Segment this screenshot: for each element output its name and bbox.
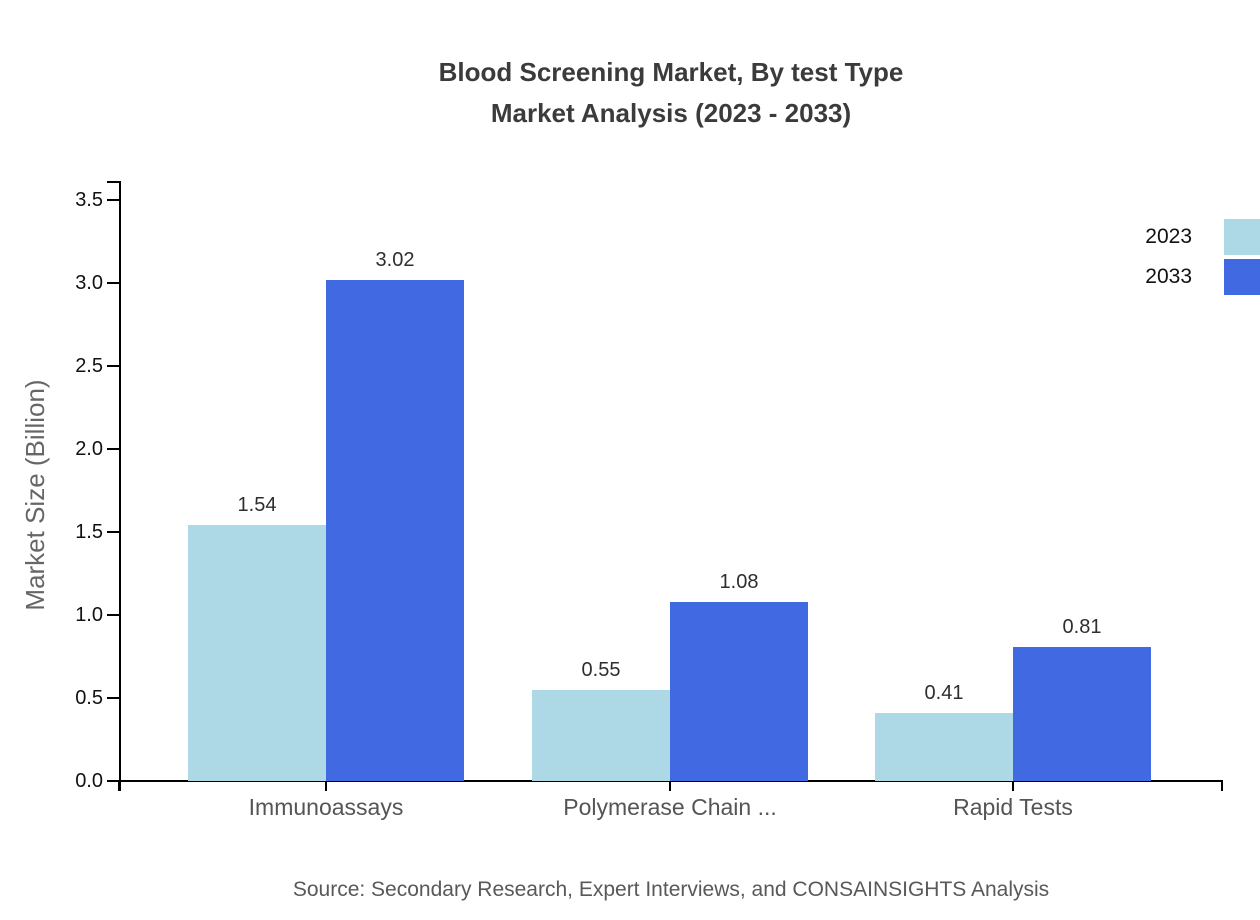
legend-label-2023: 2023 <box>1145 225 1192 248</box>
y-tick-mark <box>107 282 119 284</box>
bar-value-label: 0.81 <box>1062 616 1102 638</box>
x-tick-mark <box>325 782 327 791</box>
bar-value-label: 1.08 <box>719 571 759 593</box>
y-axis-line <box>119 181 121 791</box>
bar-2023-rapid-tests <box>875 713 1013 781</box>
y-tick-label: 0.5 <box>75 687 103 709</box>
legend-swatch-2023 <box>1224 219 1260 255</box>
chart-title: Blood Screening Market, By test Type Mar… <box>120 52 1222 134</box>
y-tick-label: 3.0 <box>75 272 103 294</box>
legend-label-2033: 2033 <box>1145 265 1192 288</box>
x-axis-line <box>119 780 1223 782</box>
y-tick-label: 1.5 <box>75 521 103 543</box>
legend-row-2023: 2023 <box>1145 219 1260 255</box>
y-tick-mark <box>107 199 119 201</box>
x-tick-mark <box>669 782 671 791</box>
source-text: Source: Secondary Research, Expert Inter… <box>292 878 1050 901</box>
bar-value-label: 0.55 <box>581 659 621 681</box>
y-tick-mark <box>107 780 119 782</box>
x-tick-mark <box>1012 782 1014 791</box>
x-tick-mark <box>118 782 120 791</box>
legend: 2023 2033 <box>1145 219 1260 299</box>
y-tick-mark <box>107 365 119 367</box>
bar-2023-immunoassays <box>188 525 326 781</box>
bar-value-label: 0.41 <box>924 682 964 704</box>
y-tick-label: 1.0 <box>75 604 103 626</box>
legend-row-2033: 2033 <box>1145 259 1260 295</box>
x-category-label: Immunoassays <box>248 794 404 820</box>
y-axis-end-tick <box>107 181 119 183</box>
x-tick-mark <box>1221 782 1223 791</box>
y-tick-label: 2.0 <box>75 438 103 460</box>
bar-2033-immunoassays <box>326 280 464 781</box>
y-tick-mark <box>107 614 119 616</box>
bar-2023-polymerase-chain- <box>532 690 670 781</box>
x-category-label: Rapid Tests <box>953 794 1073 820</box>
bar-2033-rapid-tests <box>1013 647 1151 781</box>
chart-title-line2: Market Analysis (2023 - 2033) <box>490 98 852 128</box>
x-category-label: Polymerase Chain ... <box>563 794 777 820</box>
bar-value-label: 3.02 <box>375 249 415 271</box>
bar-value-label: 1.54 <box>237 494 277 516</box>
y-tick-mark <box>107 448 119 450</box>
chart-title-line1: Blood Screening Market, By test Type <box>438 57 904 87</box>
y-tick-label: 0.0 <box>75 770 103 792</box>
y-tick-mark <box>107 697 119 699</box>
legend-swatch-2033 <box>1224 259 1260 295</box>
y-tick-label: 2.5 <box>75 355 103 377</box>
y-tick-mark <box>107 531 119 533</box>
bar-2033-polymerase-chain- <box>670 602 808 781</box>
y-tick-label: 3.5 <box>75 189 103 211</box>
